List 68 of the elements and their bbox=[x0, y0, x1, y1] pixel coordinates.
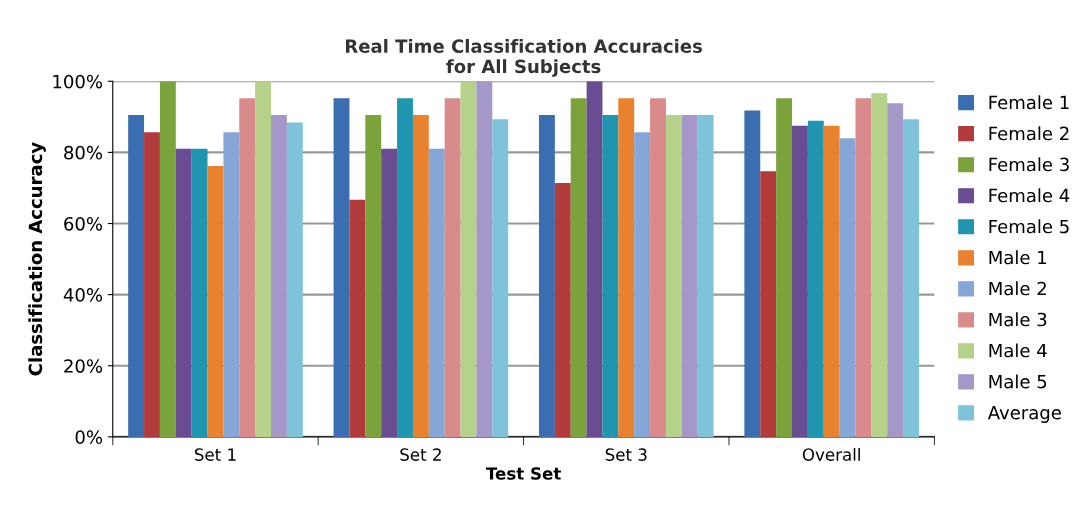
bar bbox=[444, 98, 461, 437]
bar bbox=[570, 98, 587, 437]
legend-label: Female 3 bbox=[989, 157, 1069, 172]
bar bbox=[903, 119, 919, 437]
bar bbox=[681, 115, 698, 437]
bar bbox=[586, 81, 603, 437]
bar bbox=[333, 98, 350, 437]
legend-label: Average bbox=[987, 405, 1061, 423]
bar bbox=[855, 98, 872, 437]
bar bbox=[697, 115, 714, 437]
bar bbox=[760, 171, 777, 437]
bar bbox=[650, 98, 666, 437]
bar bbox=[554, 182, 571, 437]
x-axis-title: Test Set bbox=[485, 467, 561, 480]
bar bbox=[223, 132, 240, 437]
legend-label: Male 3 bbox=[989, 312, 1047, 327]
bar bbox=[807, 120, 824, 437]
legend-label: Female 2 bbox=[989, 126, 1069, 141]
legend-label: Male 4 bbox=[989, 343, 1047, 358]
bar bbox=[397, 98, 413, 437]
bar bbox=[634, 132, 651, 437]
bar bbox=[191, 148, 208, 437]
y-tick-label: 0% bbox=[75, 430, 103, 444]
bar bbox=[492, 119, 509, 437]
bar bbox=[271, 115, 287, 437]
bar bbox=[460, 81, 477, 437]
bar bbox=[871, 93, 888, 437]
bar bbox=[255, 81, 272, 437]
y-tick-label: 40% bbox=[63, 288, 103, 302]
legend-label: Female 4 bbox=[989, 188, 1070, 203]
legend-label: Female 1 bbox=[989, 95, 1069, 110]
bar bbox=[618, 98, 635, 437]
bar bbox=[207, 165, 224, 437]
bar bbox=[428, 148, 445, 437]
bar bbox=[365, 115, 382, 437]
bar bbox=[823, 125, 840, 437]
x-tick-label: Overall bbox=[802, 447, 860, 461]
bar bbox=[144, 132, 160, 437]
legend-label: Male 5 bbox=[989, 374, 1047, 389]
legend-label: Female 5 bbox=[989, 219, 1069, 234]
bar bbox=[476, 81, 493, 437]
x-tick-label: Set 3 bbox=[605, 448, 647, 461]
x-tick-label: Set 1 bbox=[194, 448, 236, 461]
chart-title: Real Time Classification Accuracies for All Subjects bbox=[346, 39, 702, 77]
bar bbox=[239, 98, 256, 437]
bar bbox=[175, 148, 192, 437]
bar bbox=[159, 81, 176, 437]
bar bbox=[776, 98, 792, 437]
y-tick-label: 80% bbox=[64, 145, 103, 160]
y-axis-title: Classification Accuracy bbox=[28, 142, 46, 376]
legend-label: Male 1 bbox=[989, 250, 1047, 265]
bar bbox=[665, 115, 682, 437]
y-tick-label: 20% bbox=[64, 359, 103, 373]
bar bbox=[412, 115, 429, 437]
legend-label: Male 2 bbox=[989, 281, 1046, 296]
bar bbox=[286, 122, 303, 437]
y-tick-label: 100% bbox=[53, 74, 103, 89]
x-tick-label: Set 2 bbox=[400, 448, 441, 461]
bar bbox=[538, 115, 555, 437]
bar bbox=[602, 115, 619, 437]
bar bbox=[792, 125, 808, 437]
bar bbox=[128, 115, 145, 437]
bar bbox=[744, 110, 761, 437]
bar bbox=[839, 138, 856, 437]
bar bbox=[349, 199, 366, 437]
bar bbox=[381, 148, 398, 437]
y-tick-label: 60% bbox=[64, 216, 103, 231]
bar bbox=[887, 103, 904, 437]
